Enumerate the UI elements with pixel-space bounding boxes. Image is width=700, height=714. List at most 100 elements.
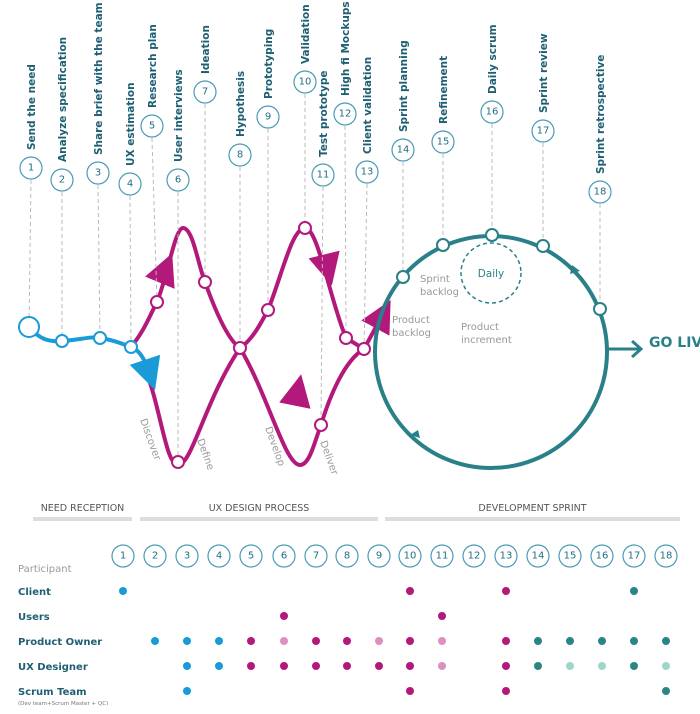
arrow <box>308 250 340 286</box>
step-node <box>485 228 499 242</box>
daily-loop <box>460 242 522 304</box>
step-label: Prototyping <box>263 29 275 99</box>
matrix-header: Participant <box>18 564 72 575</box>
go-live-arrow <box>607 339 644 359</box>
participation-dot <box>247 662 255 670</box>
step-node <box>357 342 371 356</box>
step-label: Client validation <box>362 57 374 154</box>
participation-dot <box>280 612 288 620</box>
step-number: 5 <box>149 121 155 132</box>
column-circle <box>272 544 296 568</box>
step-number: 13 <box>361 167 374 178</box>
step-node <box>55 334 69 348</box>
step-number: 11 <box>317 170 330 181</box>
participation-dot <box>598 637 606 645</box>
loop-label: Sprint backlog <box>420 274 459 298</box>
row-note: (Dev team+Scrum Master + QC) <box>18 701 108 707</box>
participation-dot <box>406 587 414 595</box>
step-number: 2 <box>59 175 65 186</box>
column-circle <box>143 544 167 568</box>
column-circle <box>430 544 454 568</box>
step-number: 17 <box>537 126 550 137</box>
step-label: Daily scrum <box>487 24 499 94</box>
column-circle <box>367 544 391 568</box>
participation-dot <box>312 662 320 670</box>
step-label: Validation <box>300 4 312 64</box>
column-circle <box>462 544 486 568</box>
leader-line <box>363 183 368 350</box>
column-number: 15 <box>564 551 577 562</box>
step-number: 7 <box>202 87 208 98</box>
step-label: Analyze specification <box>57 37 69 162</box>
step-label: Sprint planning <box>398 40 410 132</box>
leader-line <box>97 184 101 339</box>
column-circle <box>558 544 582 568</box>
step-circle <box>19 156 43 180</box>
column-circle <box>654 544 678 568</box>
arrow <box>570 265 580 274</box>
step-circle <box>355 160 379 184</box>
step-circle <box>256 105 280 129</box>
participation-dot <box>183 687 191 695</box>
participation-dot <box>215 662 223 670</box>
step-label: Sprint review <box>538 33 550 113</box>
step-circle <box>431 130 455 154</box>
column-circle <box>304 544 328 568</box>
step-node <box>396 270 410 284</box>
step-label: UX estimation <box>125 82 137 166</box>
row-label: Product Owner <box>18 637 102 648</box>
participation-dot <box>183 637 191 645</box>
leader-line <box>320 186 324 426</box>
step-node <box>124 340 138 354</box>
step-node <box>261 303 275 317</box>
step-circle <box>193 80 217 104</box>
section-label: DEVELOPMENT SPRINT <box>478 503 586 514</box>
participation-dot <box>406 637 414 645</box>
arrow <box>410 430 420 438</box>
step-number: 4 <box>127 179 133 190</box>
step-circle <box>333 102 357 126</box>
step-node <box>233 341 247 355</box>
row-label: UX Designer <box>18 662 88 673</box>
participation-dot <box>183 662 191 670</box>
step-node <box>198 275 212 289</box>
leader-line <box>344 125 347 339</box>
participation-dot <box>406 687 414 695</box>
column-number: 4 <box>216 551 222 562</box>
participation-dot <box>343 662 351 670</box>
participation-dot <box>598 662 606 670</box>
step-circle <box>311 163 335 187</box>
phase-label: Deliver <box>317 439 340 477</box>
phase-label: Define <box>194 437 216 471</box>
step-circle <box>118 172 142 196</box>
column-number: 9 <box>376 551 382 562</box>
participation-dot <box>406 662 414 670</box>
loop-label: Product increment <box>461 322 512 346</box>
participation-dot <box>438 637 446 645</box>
participation-dot <box>630 637 638 645</box>
column-number: 5 <box>248 551 254 562</box>
participation-dot <box>662 637 670 645</box>
column-number: 12 <box>468 551 481 562</box>
leader-line <box>129 195 132 348</box>
column-number: 16 <box>596 551 609 562</box>
participation-dot <box>375 637 383 645</box>
leader-line <box>28 179 32 328</box>
participation-dot <box>438 662 446 670</box>
column-number: 7 <box>313 551 319 562</box>
step-circle <box>531 119 555 143</box>
column-number: 8 <box>344 551 350 562</box>
step-label: Hypothesis <box>235 71 247 137</box>
participation-dot <box>502 687 510 695</box>
step-circle <box>480 100 504 124</box>
step-circle <box>588 180 612 204</box>
step-label: Refinement <box>438 56 450 124</box>
upper-path <box>129 225 366 351</box>
participation-dot <box>566 662 574 670</box>
participation-dot <box>280 637 288 645</box>
participation-dot <box>534 637 542 645</box>
step-label: High fi Mockups <box>340 1 352 96</box>
step-label: Test prototype <box>318 71 330 157</box>
